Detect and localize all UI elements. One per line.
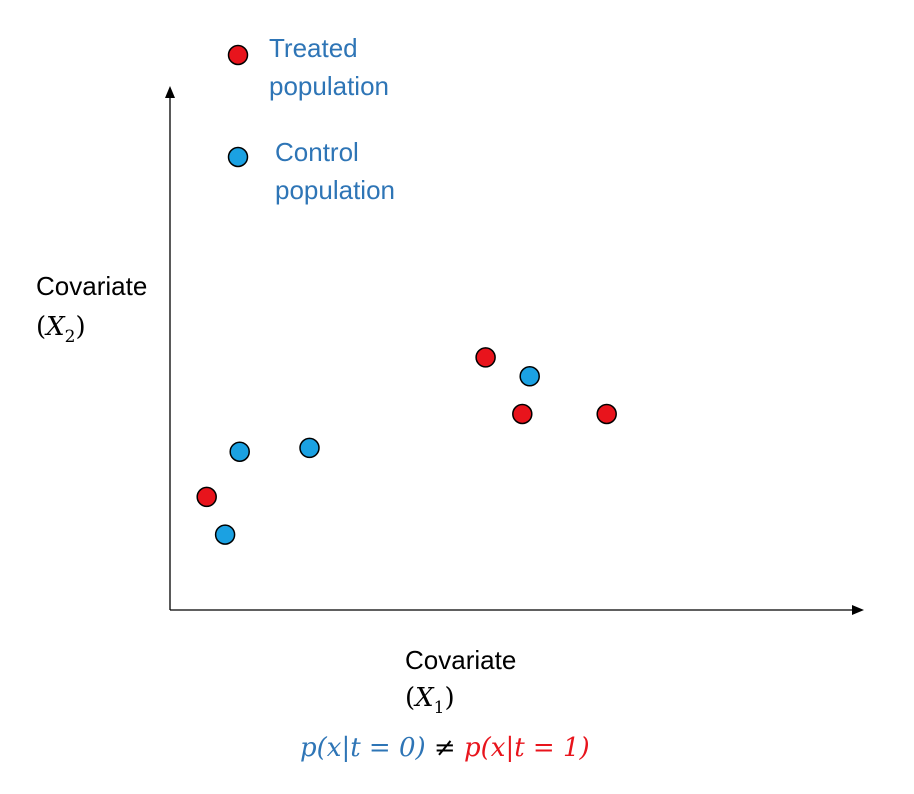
- legend-control-label-line1: Control: [275, 137, 359, 167]
- control-point-1: [214, 524, 236, 545]
- legend-treated-label-line2: population: [269, 71, 389, 101]
- y-axis-sub: 2: [65, 327, 76, 347]
- legend-control-label-line2: population: [275, 175, 395, 205]
- distribution-inequality: p(x|t = 0) ≠ p(x|t = 1): [300, 733, 590, 763]
- y-axis-label: Covariate: [36, 271, 147, 301]
- x-axis-var: X: [413, 683, 435, 713]
- points-layer: [196, 347, 617, 545]
- x-axis-sub: 1: [434, 698, 445, 718]
- x-axis-symbol: (X1): [405, 683, 455, 718]
- control-density: p(x|t = 0): [300, 733, 426, 763]
- control-point-3: [299, 437, 320, 459]
- control-point-4: [519, 366, 540, 387]
- treated-point-2: [475, 347, 496, 368]
- not-equal-sign: ≠: [426, 733, 464, 763]
- treated-point-1: [196, 486, 217, 508]
- legend-treated-marker: [227, 44, 249, 66]
- x-axis-label: Covariate: [405, 645, 516, 675]
- treated-point-3: [512, 403, 533, 425]
- treated-point-4: [596, 403, 617, 425]
- legend-treated-label-line1: Treated: [269, 33, 358, 63]
- control-point-2: [229, 441, 250, 462]
- y-axis-symbol: (X2): [36, 312, 86, 347]
- y-axis-var: X: [44, 312, 66, 342]
- legend-control-marker: [227, 146, 249, 168]
- treated-density: p(x|t = 1): [464, 733, 590, 763]
